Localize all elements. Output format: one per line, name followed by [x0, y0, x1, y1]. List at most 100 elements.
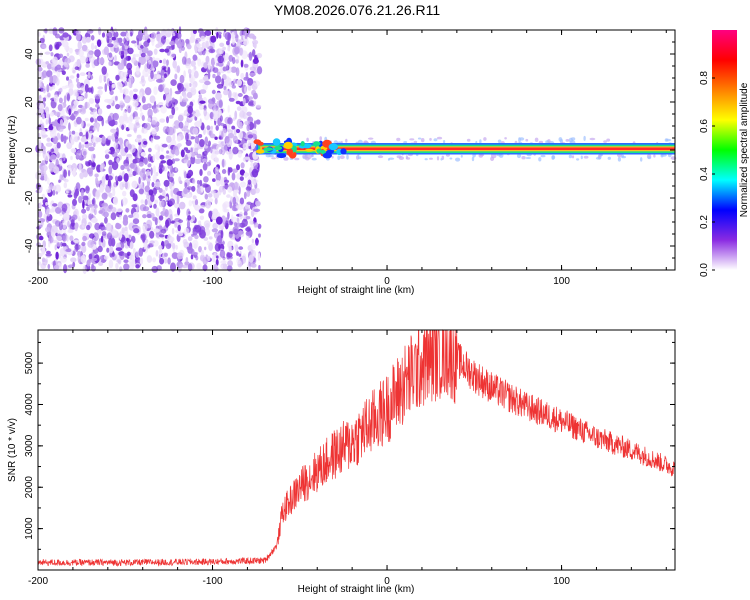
noise-blob [127, 47, 134, 55]
noise-blob [56, 241, 61, 247]
noise-blob [86, 259, 91, 267]
noise-blob [227, 186, 233, 193]
noise-blob [115, 247, 123, 252]
noise-blob [64, 63, 69, 68]
band-halo [518, 137, 521, 143]
noise-blob [147, 108, 153, 118]
noise-blob [231, 216, 238, 223]
noise-blob [219, 249, 226, 258]
noise-blob [185, 84, 189, 89]
band-halo [319, 136, 323, 141]
noise-blob [206, 240, 210, 246]
noise-blob [171, 97, 175, 103]
noise-blob [135, 122, 140, 126]
noise-blob [227, 211, 230, 220]
noise-blob [144, 199, 148, 206]
noise-blob [74, 222, 78, 232]
noise-blob [134, 116, 141, 120]
noise-blob [230, 196, 234, 203]
noise-blob [86, 224, 91, 231]
noise-blob [140, 173, 147, 182]
noise-blob [215, 258, 219, 266]
noise-blob [89, 130, 93, 135]
noise-blob [247, 139, 251, 147]
noise-blob [197, 28, 204, 34]
noise-blob [42, 86, 47, 94]
noise-blob [166, 45, 172, 50]
band-halo [294, 157, 300, 161]
noise-blob [214, 198, 218, 205]
noise-blob [116, 208, 123, 213]
noise-blob [196, 180, 201, 185]
y-tick-label: 40 [24, 48, 35, 60]
noise-blob [190, 147, 193, 153]
noise-blob [232, 56, 236, 65]
noise-blob [158, 102, 164, 106]
noise-blob [82, 171, 88, 178]
noise-blob [117, 62, 125, 70]
noise-blob [207, 170, 212, 176]
noise-blob [98, 27, 102, 36]
noise-blob [196, 153, 202, 159]
noise-blob [94, 173, 99, 178]
noise-blob [114, 55, 117, 62]
noise-blob [129, 90, 134, 97]
noise-blob [249, 72, 256, 77]
noise-blob [77, 89, 84, 94]
noise-blob [159, 154, 165, 160]
noise-blob [138, 161, 144, 167]
noise-blob [224, 53, 229, 61]
noise-blob [122, 88, 129, 95]
noise-blob [149, 230, 155, 239]
noise-blob [217, 55, 224, 64]
band-blob [322, 152, 332, 159]
noise-blob [146, 255, 153, 263]
noise-blob [100, 222, 104, 227]
noise-blob [185, 257, 189, 263]
noise-blob [101, 192, 108, 200]
noise-blob [219, 42, 225, 47]
x-tick-label: -100 [203, 276, 223, 287]
noise-blob [258, 233, 261, 238]
noise-blob [250, 243, 256, 250]
noise-blob [61, 242, 67, 247]
noise-blob [97, 86, 104, 90]
noise-blob [123, 37, 126, 44]
noise-blob [207, 193, 213, 198]
band-halo [621, 155, 626, 159]
noise-blob [79, 72, 86, 76]
noise-blob [92, 126, 97, 131]
noise-blob [178, 232, 184, 237]
noise-blob [245, 227, 252, 232]
noise-blob [84, 160, 89, 166]
noise-blob [154, 181, 161, 188]
noise-blob [72, 198, 77, 206]
noise-blob [236, 257, 241, 265]
noise-blob [186, 186, 193, 191]
noise-blob [199, 169, 203, 176]
band-halo [436, 156, 440, 161]
noise-blob [245, 216, 251, 220]
noise-blob [250, 180, 256, 184]
noise-blob [142, 223, 148, 231]
noise-blob [38, 235, 44, 241]
band-halo [471, 156, 475, 162]
noise-blob [210, 125, 213, 130]
noise-blob [129, 32, 133, 37]
noise-blob [161, 83, 165, 89]
noise-blob [119, 100, 124, 106]
noise-blob [194, 243, 197, 250]
noise-blob [66, 234, 69, 242]
noise-blob [115, 103, 120, 110]
band-halo [570, 137, 576, 141]
noise-blob [252, 134, 258, 140]
noise-blob [226, 194, 231, 198]
noise-blob [247, 78, 254, 86]
noise-blob [192, 54, 198, 61]
noise-blob [161, 143, 168, 148]
noise-blob [38, 139, 42, 149]
noise-blob [112, 112, 119, 121]
noise-blob [45, 253, 52, 257]
noise-blob [108, 165, 113, 175]
x-tick-label: 0 [384, 276, 390, 287]
